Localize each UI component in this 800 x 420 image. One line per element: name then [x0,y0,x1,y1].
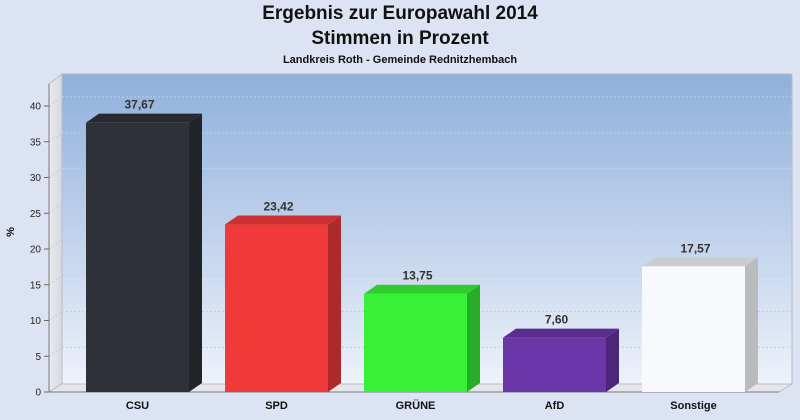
x-tick-label: AfD [545,400,565,412]
bar-value-label: 7,60 [545,313,569,327]
bar-side [328,215,341,392]
x-tick-label: Sonstige [670,400,716,412]
x-tick-label: CSU [126,400,149,412]
bar-sonstige: 17,57 [642,241,758,392]
bar-top [225,215,341,225]
bar-value-label: 13,75 [402,269,432,283]
grid-line [48,239,63,250]
bar-side [189,113,202,393]
bar-value-label: 37,67 [124,98,154,112]
grid-line [48,203,63,214]
y-tick-label: 20 [30,245,42,256]
y-tick-label: 15 [30,280,42,291]
bar-front [642,266,745,392]
bar-side [745,257,758,392]
grid-line [48,311,63,321]
y-tick-label: 30 [30,173,42,184]
bar-grüne: 13,75 [364,269,480,392]
y-tick-label: 35 [30,137,42,148]
bar-front [364,293,467,392]
bar-spd: 23,42 [225,200,341,392]
y-tick-label: 10 [30,316,42,327]
bar-side [467,284,480,392]
plot-left-wall [48,72,63,393]
x-tick-label: SPD [265,400,288,412]
grid-line [48,346,63,357]
chart-caption: Landkreis Roth - Gemeinde Rednitzhembach [282,54,518,66]
bar-csu: 37,67 [86,98,202,393]
grid-line [48,275,63,286]
bar-front [503,337,606,392]
bar-value-label: 23,42 [263,200,293,214]
y-tick-label: 0 [35,388,41,399]
chart-subtitle: Stimmen in Prozent [311,28,489,49]
bar-front [225,224,328,392]
bar-top [364,284,480,294]
chart-title: Ergebnis zur Europawahl 2014 [262,3,538,24]
bar-afd: 7,60 [503,313,619,392]
bar-top [642,257,758,267]
bar-side [606,328,619,392]
y-tick-label: 5 [35,352,41,363]
bar-value-label: 17,57 [680,241,710,255]
bar-top [503,328,619,338]
y-tick-label: 25 [30,209,42,220]
grid-line [48,132,63,143]
bar-front [86,122,189,393]
grid-line [48,168,63,178]
x-tick-label: GRÜNE [396,399,436,412]
y-tick-label: 40 [30,102,42,113]
bar-top [86,113,202,123]
grid-line [48,96,63,107]
